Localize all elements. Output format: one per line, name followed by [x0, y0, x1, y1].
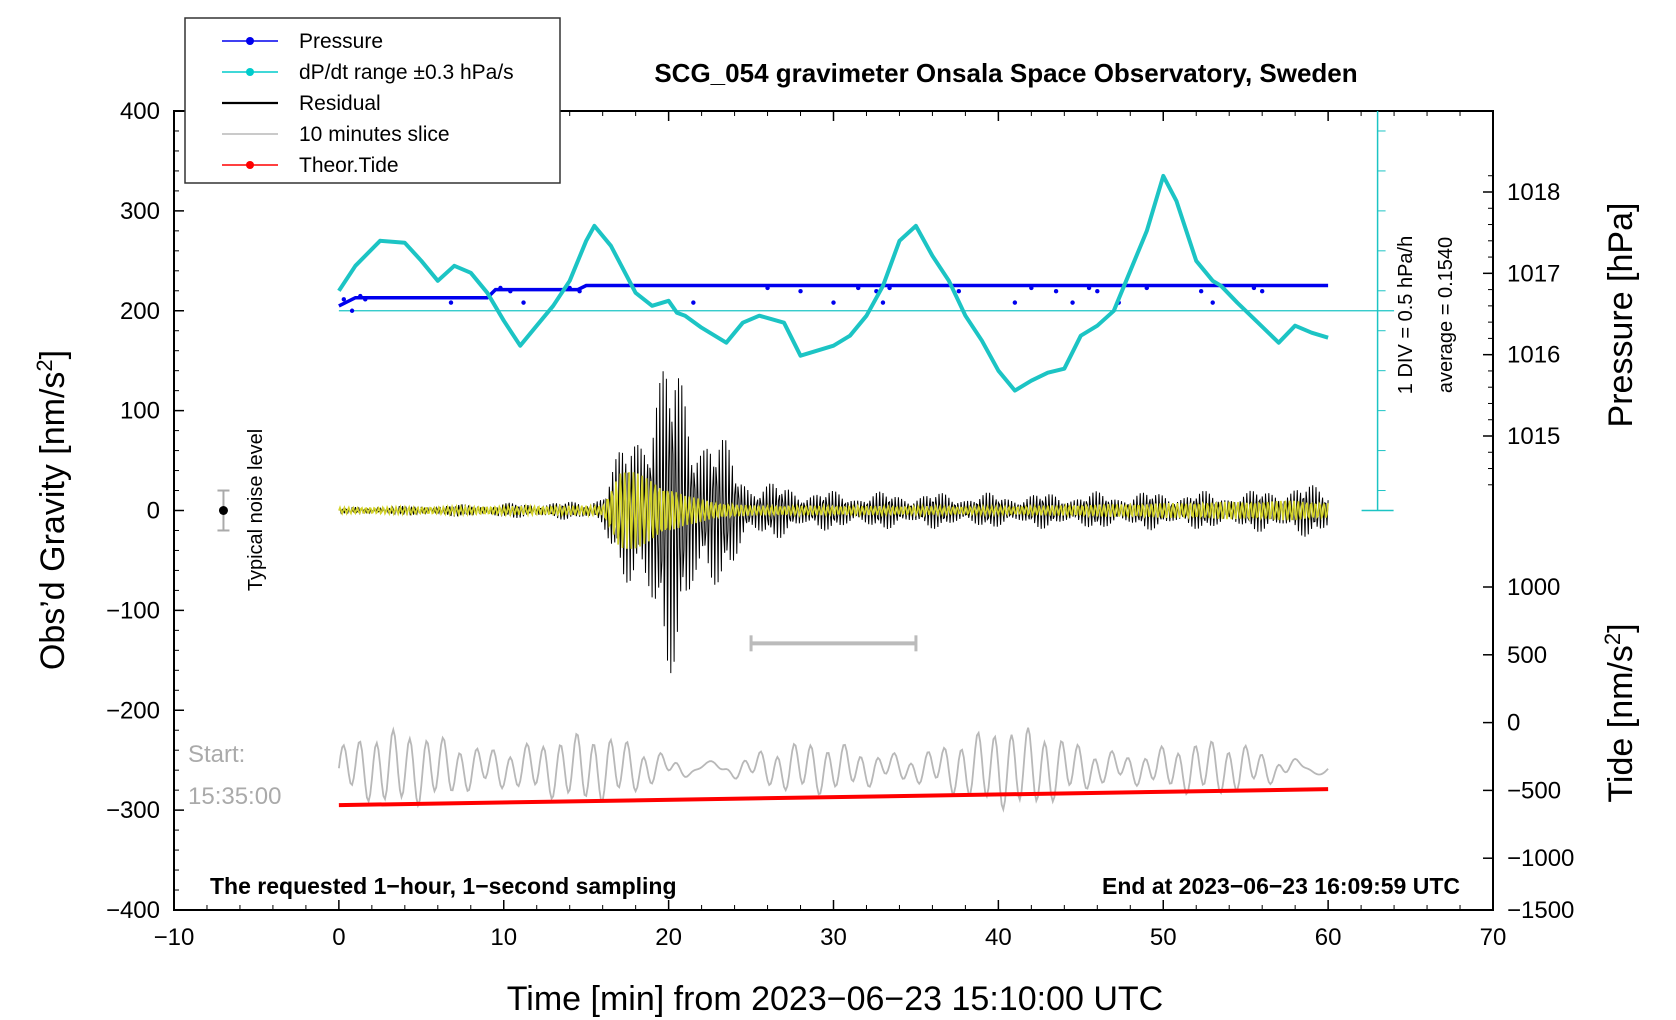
tide-tick-label: −1000 [1507, 845, 1574, 872]
legend: Pressure dP/dt range ±0.3 hPa/s Residual 10… [184, 17, 561, 184]
pressure-series [338, 283, 1329, 313]
filtered-line [338, 472, 1329, 549]
pressure-point [1095, 289, 1100, 294]
pressure-point [765, 285, 770, 291]
pressure-tick-label: 1018 [1507, 179, 1560, 206]
legend-label: dP/dt range ±0.3 hPa/s [299, 61, 514, 84]
x-tick-label: 20 [655, 924, 682, 951]
tide-line [338, 787, 1329, 808]
x-tick-label: 30 [820, 924, 847, 951]
pressure-tick-label: 1017 [1507, 260, 1560, 287]
pressure-point [521, 300, 526, 305]
x-tick-label: 0 [332, 924, 345, 951]
pressure-point [1210, 300, 1215, 305]
y-axis-left: 400 300 200 100 0 −100 −200 −300 −400 [106, 98, 184, 924]
pressure-point [567, 285, 572, 291]
x-tick-label: 40 [985, 924, 1012, 951]
y-tick-label: −300 [106, 797, 160, 824]
pressure-tick-label: 1015 [1507, 423, 1560, 450]
x-tick-label: 10 [490, 924, 517, 951]
pressure-point [498, 285, 503, 291]
start-label: Start: [188, 741, 245, 768]
x-tick-label: 50 [1150, 924, 1177, 951]
average-label: average = 0.1540 [1435, 237, 1457, 393]
y-tick-label: −400 [106, 897, 160, 924]
legend-marker [246, 37, 254, 45]
pressure-point [1086, 285, 1092, 291]
x-tick-label: 60 [1315, 924, 1342, 951]
pressure-point [577, 289, 582, 294]
pressure-point [1198, 289, 1204, 294]
legend-label: Residual [299, 92, 381, 115]
x-tick-label: −10 [154, 924, 195, 951]
y-tick-label: 0 [147, 498, 160, 525]
pressure-point [887, 285, 892, 291]
pressure-point [1251, 285, 1257, 291]
noise-bar [217, 489, 230, 532]
y-axis-pressure: 1018 1017 1016 1015 [1483, 175, 1560, 486]
tide-tick-label: −1500 [1507, 897, 1574, 924]
pressure-point [341, 297, 347, 302]
noise-label: Typical noise level [245, 429, 267, 591]
filtered-series [338, 472, 1329, 549]
y-tick-label: 200 [120, 298, 160, 325]
chart-title: SCG_054 gravimeter Onsala Space Observat… [654, 58, 1357, 88]
tide-tick-label: 1000 [1507, 574, 1560, 601]
legend-box [184, 17, 561, 184]
pressure-point [508, 289, 513, 294]
tide-tick-label: 0 [1507, 710, 1520, 737]
y-axis-title-tide: Tide [nm/s2] [1600, 623, 1640, 802]
y-axis-title-left: Obs’d Gravity [nm/s2] [32, 350, 72, 670]
pressure-point [1012, 300, 1018, 305]
pressure-point [448, 300, 454, 305]
pressure-point [831, 300, 836, 305]
pressure-point [1070, 300, 1075, 305]
pressure-point [1259, 289, 1265, 294]
y-tick-label: 400 [120, 98, 160, 125]
legend-label: 10 minutes slice [299, 123, 450, 146]
footer-left: The requested 1−hour, 1−second sampling [210, 873, 677, 899]
y-tick-label: 300 [120, 198, 160, 225]
residual-line [338, 371, 1329, 674]
legend-marker [246, 68, 254, 76]
pressure-point [691, 300, 696, 305]
dpdt-series [337, 173, 1329, 393]
x-axis-title: Time [min] from 2023−06−23 15:10:00 UTC [507, 980, 1163, 1018]
pressure-point [856, 285, 861, 291]
pressure-point [956, 289, 962, 294]
y-tick-label: −200 [106, 697, 160, 724]
x-axis: −10 0 10 20 30 40 50 60 70 [154, 111, 1507, 951]
footer-right: End at 2023−06−23 16:09:59 UTC [1102, 873, 1460, 899]
pressure-line [338, 283, 1329, 308]
div-label: 1 DIV = 0.5 hPa/h [1395, 236, 1417, 394]
start-time: 15:35:00 [188, 783, 281, 810]
legend-label: Pressure [299, 30, 383, 53]
pressure-point [358, 293, 363, 299]
legend-marker [246, 161, 254, 169]
y-tick-label: 100 [120, 398, 160, 425]
slice-marker [749, 635, 918, 652]
dpdt-line [337, 173, 1329, 393]
pressure-point [1029, 285, 1034, 291]
pressure-point [1144, 285, 1149, 291]
legend-label: Theor.Tide [299, 154, 399, 177]
slice-line [338, 726, 1329, 813]
pressure-tick-label: 1016 [1507, 342, 1560, 369]
pressure-point [363, 297, 368, 302]
pressure-point [880, 300, 886, 305]
x-tick-label: 70 [1480, 924, 1507, 951]
noise-point [218, 506, 228, 515]
tide-tick-label: 500 [1507, 642, 1547, 669]
residual-series [338, 371, 1329, 674]
y-axis-tide: 1000 500 0 −500 −1000 −1500 [1483, 574, 1574, 924]
y-tick-label: −100 [106, 597, 160, 624]
slice-series [338, 726, 1329, 813]
pressure-point [1053, 289, 1059, 294]
tide-tick-label: −500 [1507, 777, 1561, 804]
pressure-point [798, 289, 803, 294]
y-axis-title-pressure: Pressure [hPa] [1602, 203, 1640, 428]
tide-series [338, 787, 1329, 808]
pressure-point [349, 308, 355, 313]
